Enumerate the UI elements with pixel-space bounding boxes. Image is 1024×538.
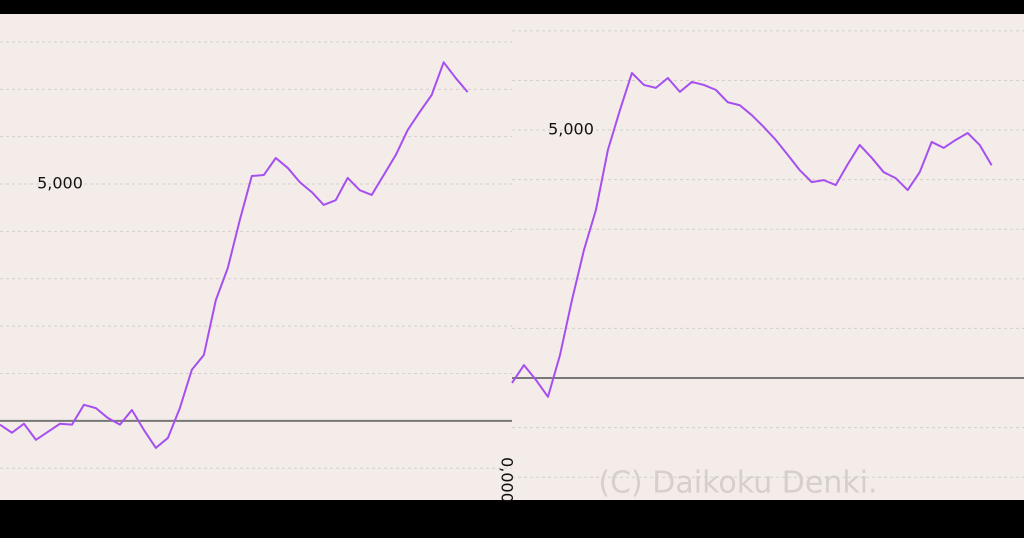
chart-panel: 5,000 0,000 (C) Daikoku Denki. xyxy=(498,14,1024,503)
data-line xyxy=(0,61,469,449)
plot-background xyxy=(0,14,512,500)
y-tick-label: 5,000 xyxy=(37,174,83,193)
y-tick-label: 5,000 xyxy=(548,120,594,139)
data-line xyxy=(511,72,993,398)
watermark: (C) Daikoku Denki. xyxy=(598,466,877,501)
plot-background xyxy=(512,14,1024,500)
cropped-axis-label: 0,000 xyxy=(498,457,517,503)
chart-panel: 5,000 xyxy=(0,14,512,500)
